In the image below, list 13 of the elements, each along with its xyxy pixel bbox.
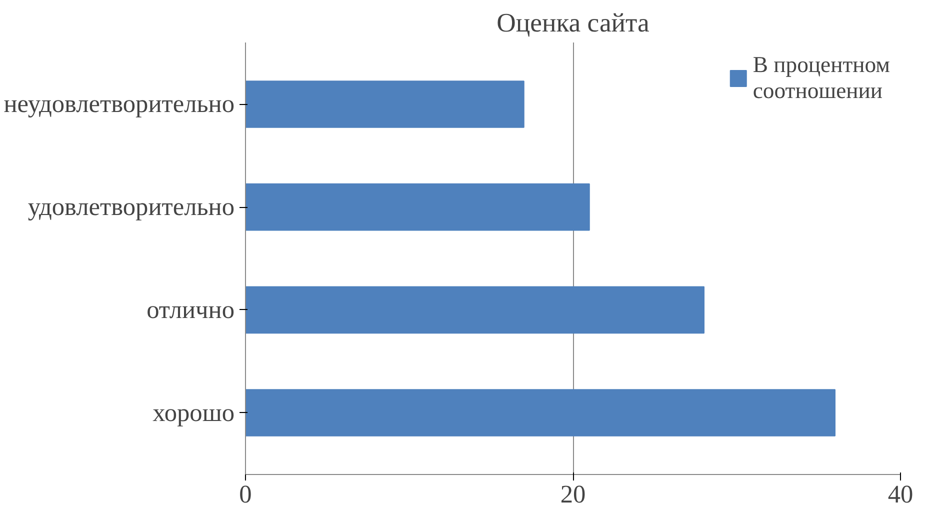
bar [246, 183, 590, 231]
bar [246, 80, 524, 128]
x-tick-label: 20 [560, 480, 586, 508]
legend-label: В процентном соотношении [752, 52, 890, 104]
y-tick-label: хорошо [152, 398, 234, 427]
y-tick-label: неудовлетворительно [4, 90, 234, 118]
bar [246, 389, 836, 436]
x-tick-label: 40 [888, 480, 914, 508]
x-tick-label: 0 [239, 480, 252, 508]
y-tick-label: отлично [146, 296, 235, 324]
chart-title: Оценка сайта [496, 8, 650, 38]
bar [246, 286, 704, 334]
y-tick-label: удовлетворительно [28, 193, 235, 222]
